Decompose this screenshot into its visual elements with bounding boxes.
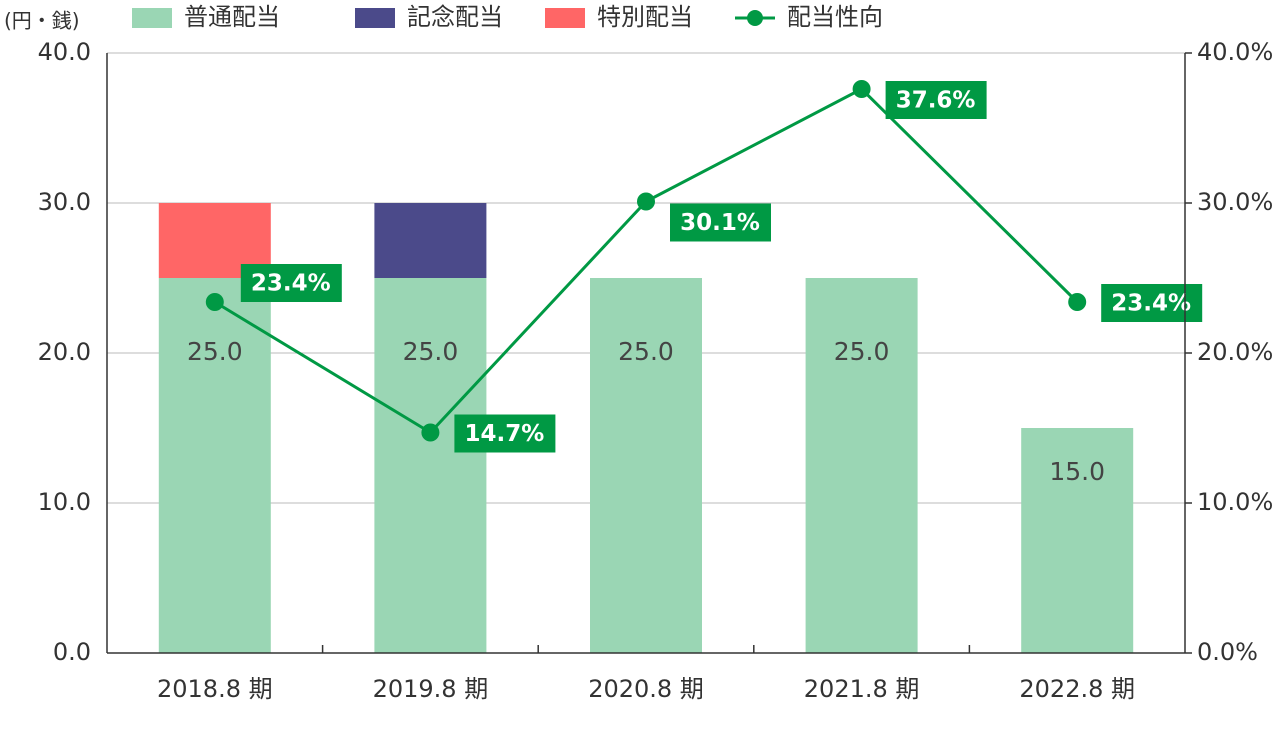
- bar-value-label: 25.0: [618, 337, 674, 366]
- y-tick-label: 10.0: [38, 488, 91, 516]
- x-tick-label: 2022.8 期: [1019, 675, 1135, 703]
- line-marker: [637, 192, 655, 211]
- x-tick-label: 2021.8 期: [804, 675, 920, 703]
- y-tick-label: 0.0: [53, 638, 91, 666]
- bar-segment: [805, 278, 918, 653]
- label-box: [240, 264, 342, 302]
- label-box: [454, 414, 556, 453]
- x-tick-label: 2018.8 期: [157, 675, 273, 703]
- legend-label: 記念配当: [407, 3, 503, 31]
- line-marker: [421, 423, 440, 442]
- legend-swatch: [545, 8, 585, 28]
- y-tick-label: 20.0: [38, 338, 91, 366]
- unit-label: (円・銭): [4, 9, 80, 33]
- label-box: [670, 203, 771, 242]
- bar-value-label: 25.0: [403, 337, 459, 366]
- bar-segment: [374, 278, 487, 653]
- y-tick-label: 30.0: [38, 188, 91, 216]
- bar-value-label: 15.0: [1049, 457, 1105, 486]
- x-tick-label: 2019.8 期: [373, 675, 489, 703]
- bar-value-label: 25.0: [834, 337, 890, 366]
- x-tick-label: 2020.8 期: [588, 675, 704, 703]
- bar-value-label: 25.0: [187, 337, 243, 366]
- line-marker: [852, 80, 871, 98]
- line-marker: [205, 293, 224, 311]
- bar-segment: [158, 278, 271, 653]
- label-box: [885, 81, 987, 119]
- line-marker: [1068, 293, 1087, 311]
- y2-tick-label: 20.0%: [1197, 338, 1273, 366]
- bar-segment: [590, 278, 702, 653]
- y2-tick-label: 0.0%: [1197, 638, 1258, 666]
- line-value-label: 14.7%: [465, 421, 545, 447]
- y-tick-label: 40.0: [38, 38, 91, 66]
- line-value-label: 23.4%: [1111, 291, 1191, 317]
- y2-tick-label: 10.0%: [1197, 488, 1273, 516]
- bar-segment: [1021, 428, 1134, 653]
- bar-segment: [374, 203, 487, 278]
- y2-tick-label: 30.0%: [1197, 188, 1273, 216]
- legend-label: 配当性向: [787, 3, 883, 31]
- legend-label: 特別配当: [597, 3, 693, 31]
- line-value-label: 30.1%: [680, 210, 760, 236]
- legend-marker: [747, 10, 763, 26]
- legend-swatch: [355, 8, 395, 28]
- line-value-label: 37.6%: [896, 88, 976, 114]
- legend-label: 普通配当: [184, 3, 280, 31]
- legend-swatch: [132, 8, 172, 28]
- line-value-label: 23.4%: [251, 271, 331, 297]
- y2-tick-label: 40.0%: [1197, 38, 1273, 66]
